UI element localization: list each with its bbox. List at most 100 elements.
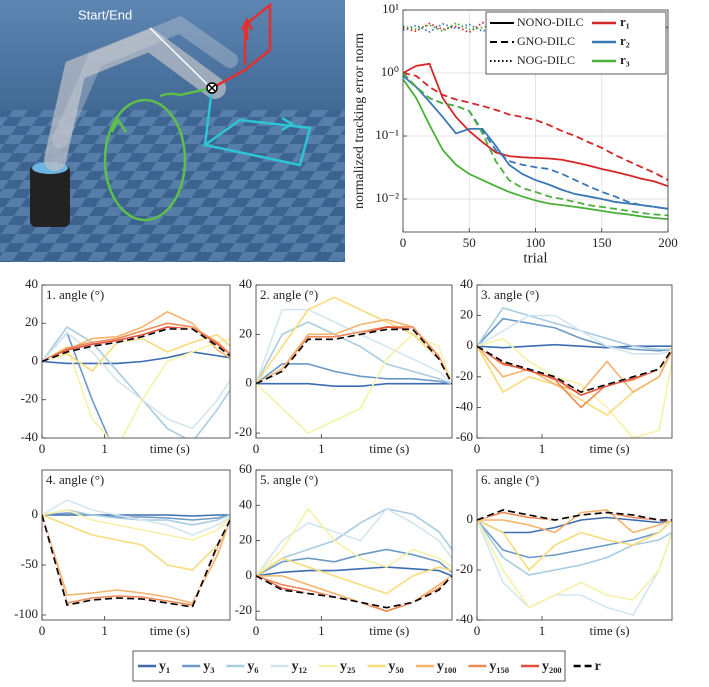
series-group: [42, 310, 230, 438]
legend-label: r₃: [620, 52, 630, 67]
y-tick-label: 0: [246, 567, 253, 582]
legend-label: y₁₀₀: [437, 659, 457, 674]
series-line: [42, 337, 230, 438]
y-tick-label: -20: [456, 561, 473, 576]
series-line: [42, 509, 230, 541]
trajectory-r3: [103, 98, 187, 222]
legend-label: y₂₀₀: [542, 659, 562, 674]
robot-render: Start/End: [0, 0, 345, 262]
start-end-label: Start/End: [78, 7, 132, 22]
series-line: [256, 321, 452, 385]
y-tick-label: 40: [239, 276, 252, 291]
y-tick-label: -100: [14, 606, 38, 621]
y-tick-label: -40: [456, 611, 473, 626]
y-tick-label: 0: [32, 352, 39, 367]
series-line: [477, 509, 672, 534]
subplot-title: 6. angle (°): [481, 472, 539, 487]
series-line: [42, 499, 230, 536]
plot-area: [256, 285, 452, 438]
x-tick-label: 1: [539, 441, 546, 456]
annotation-arrow: [149, 27, 208, 85]
y-tick-label: 10⁰: [381, 64, 399, 79]
series-line: [42, 322, 230, 363]
x-axis-label: time (s): [150, 623, 190, 638]
series-line: [403, 75, 668, 210]
arrow-r1: [240, 17, 254, 40]
y-tick-label: 0: [467, 337, 474, 352]
series-line: [403, 72, 668, 217]
arrow-r2: [281, 116, 295, 132]
legend-label: y₂₅: [340, 659, 355, 674]
x-tick-label: 1: [318, 441, 325, 456]
x-tick-label: 0: [474, 623, 481, 638]
x-tick-label: 0: [253, 623, 260, 638]
legend-label: NOG-DILC: [517, 53, 575, 67]
series-line: [477, 516, 672, 534]
x-tick-label: 1: [101, 623, 108, 638]
trajectory-r2: [203, 87, 312, 167]
y-axis-label: normalized tracking error norm: [352, 33, 367, 209]
legend-label: GNO-DILC: [517, 34, 575, 48]
x-tick-label: 100: [526, 235, 546, 250]
chart: -40 -20 0 20 40 0 1 1. angle (°) time (s): [21, 276, 231, 456]
series-line: [42, 331, 110, 438]
x-tick-label: 1: [318, 623, 325, 638]
x-tick-label: 50: [463, 235, 476, 250]
y-tick-label: 40: [239, 496, 252, 511]
x-axis-label: time (s): [369, 441, 409, 456]
plot-area: [256, 470, 452, 620]
x-tick-label: 1: [539, 623, 546, 638]
robot-base: [30, 165, 70, 227]
axes-frame: [255, 284, 453, 439]
series-group: [42, 499, 230, 608]
axes-frame: [476, 469, 673, 621]
axes-frame: [41, 469, 231, 621]
y-tick-label: 20: [239, 325, 252, 340]
series-line: [403, 22, 668, 33]
x-axis-label: time (s): [369, 623, 409, 638]
legend-label: y₁: [159, 659, 170, 674]
legend-box: [485, 11, 667, 75]
y-tick-label: -60: [456, 429, 473, 444]
series-line: [256, 296, 452, 385]
series-line: [403, 78, 668, 221]
series-line: [256, 333, 452, 435]
y-tick-label: 20: [460, 307, 473, 322]
x-tick-label: 1: [101, 441, 108, 456]
legend-label: y₆: [247, 659, 258, 674]
chart: -100 -50 0 0 1 4. angle (°) time (s): [14, 469, 231, 638]
subplot-title: 4. angle (°): [46, 472, 104, 487]
y-tick-label: 40: [25, 276, 38, 291]
y-tick-label: 10⁻²: [375, 190, 399, 205]
start-end-cross: [208, 84, 216, 92]
y-tick-label: 0: [467, 511, 474, 526]
axes-frame: [476, 284, 673, 439]
series-line: [42, 514, 230, 604]
x-axis-label: time (s): [150, 441, 190, 456]
y-tick-label: 10¹: [382, 1, 399, 16]
series-line: [477, 519, 672, 572]
y-tick-label: 10⁻¹: [375, 127, 399, 142]
chart: -40 -20 0 0 1 6. angle (°) time (s): [456, 469, 673, 638]
series-line: [403, 72, 668, 181]
y-tick-label: 20: [25, 314, 38, 329]
series-line: [256, 507, 452, 577]
x-axis-label: time (s): [590, 623, 630, 638]
subplot-title: 5. angle (°): [260, 472, 318, 487]
subplot-title: 1. angle (°): [46, 287, 104, 302]
series-line: [256, 575, 452, 609]
legend-box: [132, 650, 566, 682]
y-tick-label: 0: [32, 506, 39, 521]
series-line: [477, 519, 672, 559]
chart: -60 -40 -20 0 20 40 0 1 3. angle (°) time (s): [456, 276, 673, 456]
series-line: [42, 514, 230, 571]
trajectory-r3-lead: [159, 86, 213, 98]
x-tick-label: 0: [253, 441, 260, 456]
legend-label: y₃: [203, 659, 214, 674]
series-line: [477, 314, 672, 355]
x-tick-label: 150: [592, 235, 612, 250]
series-line: [42, 514, 230, 517]
